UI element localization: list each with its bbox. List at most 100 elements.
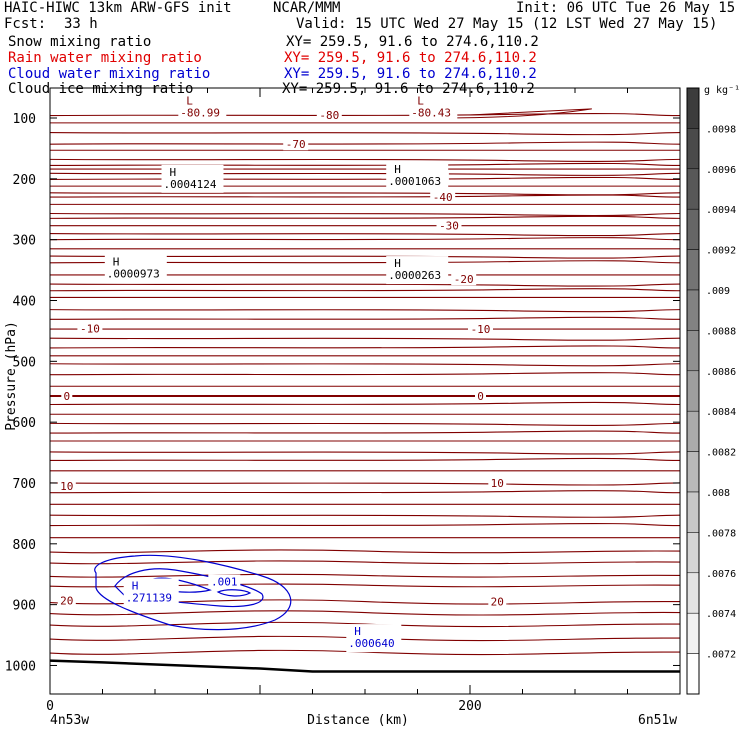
temperature-contour-label: 20 <box>60 594 73 607</box>
cloud-water-contour-label: .001 <box>211 576 238 589</box>
colorbar-tick-label: .0096 <box>706 165 736 176</box>
temperature-contour-line <box>49 215 681 219</box>
fcst-value: 33 h <box>64 16 98 32</box>
field-label-cloudwater: Cloud water mixing ratio <box>8 66 211 82</box>
temperature-contour-line <box>49 522 681 527</box>
temperature-contour-line <box>49 514 681 518</box>
colorbar-cell <box>686 451 700 493</box>
temperature-contour-line <box>49 192 681 196</box>
colorbar: .0098 .0096 .0094 .0092 .009 .0088 .0086 .0084.… <box>686 87 736 695</box>
temperature-contour-line <box>49 132 681 136</box>
extremum-type: H <box>354 625 361 638</box>
extremum-type: L <box>186 95 193 108</box>
temperature-contour-line <box>49 141 681 145</box>
colorbar-tick-label: .0078 <box>706 528 736 539</box>
temperature-contour-label: -40 <box>433 191 453 204</box>
colorbar-tick-label: .0098 <box>706 124 736 135</box>
temperature-contour-line <box>49 283 681 287</box>
temperature-contour-label-bg <box>316 107 342 121</box>
temperature-contour-label: 10 <box>491 477 504 490</box>
y-tick-label: 800 <box>13 538 36 553</box>
colorbar-cell <box>686 410 700 452</box>
temperature-contour-label: -80 <box>319 109 339 122</box>
temperature-contour-line <box>49 309 681 313</box>
extremum-type: H <box>132 579 139 592</box>
temperature-contour-line <box>49 430 681 434</box>
y-tick-label: 200 <box>13 173 36 188</box>
x-tick-label: 200 <box>458 699 481 714</box>
y-tick-label: 900 <box>13 599 36 614</box>
temperature-contour-line <box>49 112 681 117</box>
colorbar-tick-label: .0072 <box>706 650 736 661</box>
y-tick-label: 600 <box>13 416 36 431</box>
colorbar-border <box>686 87 700 695</box>
colorbar-cell <box>686 532 700 574</box>
y-tick-label: 300 <box>13 234 36 249</box>
temperature-contour-line <box>49 451 681 455</box>
colorbar-tick-label: .0074 <box>706 609 736 620</box>
temperature-contour-label-bg <box>468 322 493 336</box>
field-label-snow: Snow mixing ratio <box>8 34 152 50</box>
temperature-contour-line <box>49 422 681 426</box>
extremum-bg <box>104 254 167 283</box>
temperature-contour-label: -20 <box>454 273 474 286</box>
extremum-type: H <box>113 255 120 268</box>
temperature-contour-label-bg <box>488 475 507 489</box>
x-start-label: 4n53w <box>50 713 89 728</box>
temperature-contour-line <box>49 260 681 264</box>
colorbar-cell <box>686 612 700 654</box>
fcst-label: Fcst: <box>4 16 47 32</box>
colorbar-tick-label: .009 <box>706 286 730 297</box>
temperature-contour-label-bg <box>475 388 486 402</box>
extremum-bg <box>386 256 449 285</box>
temperature-contour-line <box>49 372 681 376</box>
temperature-contour-label: -10 <box>80 322 100 335</box>
temperature-contour-label-bg <box>436 218 462 232</box>
temperature-contour-label: 20 <box>491 596 504 609</box>
y-axis-label: Pressure (hPa) <box>4 321 19 431</box>
surface-line <box>49 659 680 673</box>
temperature-contour-line <box>49 490 681 494</box>
temperature-contour-line <box>49 345 681 349</box>
temperature-contour-label: 0 <box>63 390 70 403</box>
extremum-bg <box>409 93 458 122</box>
temperature-contour-label: 0 <box>477 390 484 403</box>
colorbar-tick-label: .0092 <box>706 246 736 257</box>
extremum-type: H <box>170 166 177 179</box>
temperature-contour-line <box>49 288 681 292</box>
temperature-contour-line <box>49 482 681 486</box>
temperature-contour-line <box>438 108 592 119</box>
field-xy-cloudice: XY= 259.5, 91.6 to 274.6,110.2 <box>282 81 535 97</box>
x-end-label: 6n51w <box>638 713 677 728</box>
y-tick-label: 1000 <box>5 659 36 674</box>
colorbar-cell <box>686 289 700 331</box>
field-xy-rain: XY= 259.5, 91.6 to 274.6,110.2 <box>284 50 537 66</box>
colorbar-cell <box>686 208 700 250</box>
colorbar-cell <box>686 87 700 129</box>
extremum-bg <box>386 161 449 190</box>
field-label-rain: Rain water mixing ratio <box>8 50 202 66</box>
y-tick-label: 700 <box>13 477 36 492</box>
extremum-value: .0000973 <box>107 267 160 280</box>
plot-labels: -80-70-50-40-30-20-10-100010102020.001L-… <box>57 93 507 653</box>
temperature-contour-label-bg <box>488 594 507 608</box>
extremum-value: -80.99 <box>180 107 220 120</box>
extremum-bg <box>346 624 402 653</box>
temperature-contour-line <box>49 212 681 217</box>
extremum-type: L <box>417 95 424 108</box>
x-axis-label: Distance (km) <box>307 713 409 728</box>
colorbar-cell <box>686 370 700 412</box>
y-tick-label: 400 <box>13 294 36 309</box>
model-title: HAIC-HIWC 13km ARW-GFS init <box>4 0 232 16</box>
colorbar-cell <box>686 491 700 533</box>
temperature-contour-line <box>49 573 681 578</box>
temperature-contour-line <box>49 610 681 616</box>
org-label: NCAR/MMM <box>273 0 341 16</box>
colorbar-cell <box>686 572 700 614</box>
temperature-contour-label: 10 <box>60 480 73 493</box>
extremum-value: .000640 <box>348 637 394 650</box>
extremum-type: H <box>394 163 401 176</box>
temperature-contour-label-bg <box>451 272 477 286</box>
temperature-contour-line <box>49 560 681 565</box>
colorbar-tick-label: .0076 <box>706 569 736 580</box>
